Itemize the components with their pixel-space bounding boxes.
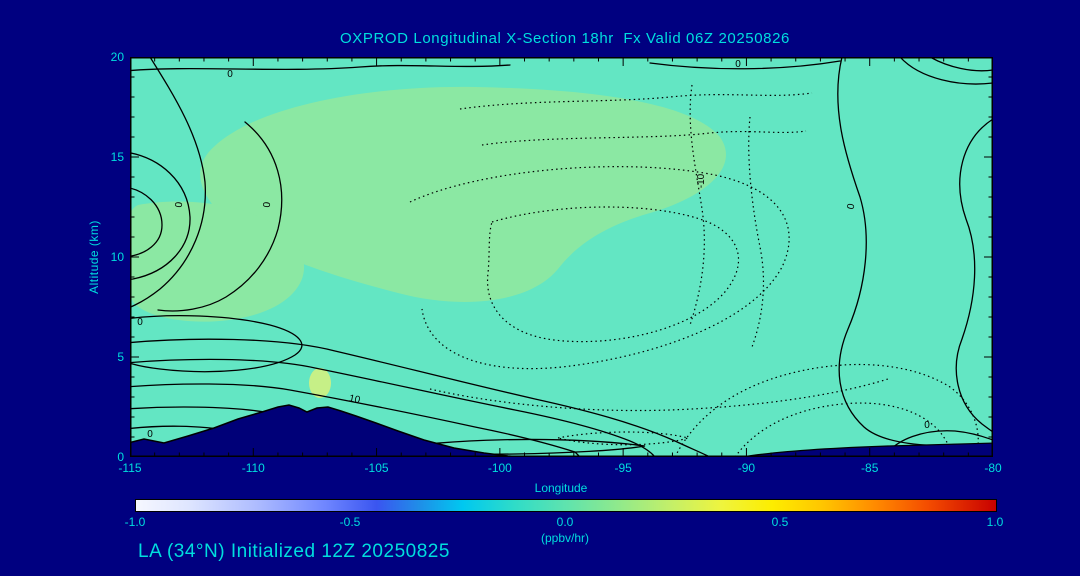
dotted-contours xyxy=(409,84,979,457)
contour-label: 0 xyxy=(147,429,153,440)
contour-labels: 0 0 0 0 0 10 0 -10 0 0 xyxy=(137,59,930,440)
contour-label: 0 xyxy=(137,317,143,328)
contour-label: 0 xyxy=(924,420,930,431)
contour-label: 0 xyxy=(227,69,233,80)
colorbar-units: (ppbv/hr) xyxy=(540,531,590,545)
contour-label: -10 xyxy=(696,173,707,188)
colorbar-tick-label: -0.5 xyxy=(339,515,361,529)
y-tick-label: 20 xyxy=(110,50,124,64)
x-tick-label: -110 xyxy=(241,461,265,475)
x-tick-label: -100 xyxy=(487,461,512,475)
y-tick-label: 15 xyxy=(110,150,124,164)
field-fill-positive-spot xyxy=(309,368,331,398)
solid-contours xyxy=(130,57,993,457)
x-tick-label: -90 xyxy=(737,461,756,475)
x-tick-label: -115 xyxy=(118,461,142,475)
cross-section-plot: 0 0 0 0 0 10 0 -10 0 0 xyxy=(129,56,994,458)
x-tick-label: -80 xyxy=(984,461,1002,475)
y-tick-label: 0 xyxy=(117,450,124,464)
colorbar-tick-label: 1.0 xyxy=(986,515,1004,529)
plot-content xyxy=(130,57,993,457)
x-axis-title: Longitude xyxy=(534,481,588,495)
x-tick-label: -95 xyxy=(614,461,632,475)
x-tick-label: -85 xyxy=(861,461,879,475)
y-tick-label: 10 xyxy=(110,250,124,264)
terrain-silhouette xyxy=(130,404,523,457)
contour-label: 10 xyxy=(348,393,362,406)
contour-label: 0 xyxy=(262,201,273,208)
colorbar-tick-label: 0.5 xyxy=(771,515,789,529)
chart-title: OXPROD Longitudinal X-Section 18hr Fx Va… xyxy=(340,30,790,47)
y-tick-label: 5 xyxy=(117,350,124,364)
field-fill-positive-region-left xyxy=(130,201,305,322)
colorbar-tick-label: 0.0 xyxy=(556,515,574,529)
colorbar-tick-label: -1.0 xyxy=(124,515,146,529)
field-fill-positive-region xyxy=(200,86,726,302)
colorbar-gradient xyxy=(135,499,997,512)
x-tick-label: -105 xyxy=(364,461,389,475)
contour-label: 0 xyxy=(735,59,741,70)
contour-label: 0 xyxy=(174,201,185,208)
contour-label: 0 xyxy=(846,202,858,210)
footer-caption: LA (34°N) Initialized 12Z 20250825 xyxy=(138,541,450,562)
terrain-silhouette-right xyxy=(741,442,993,457)
plot-area: 0 0 0 0 0 10 0 -10 0 0 xyxy=(129,56,994,458)
x-tick-marks xyxy=(129,57,994,457)
